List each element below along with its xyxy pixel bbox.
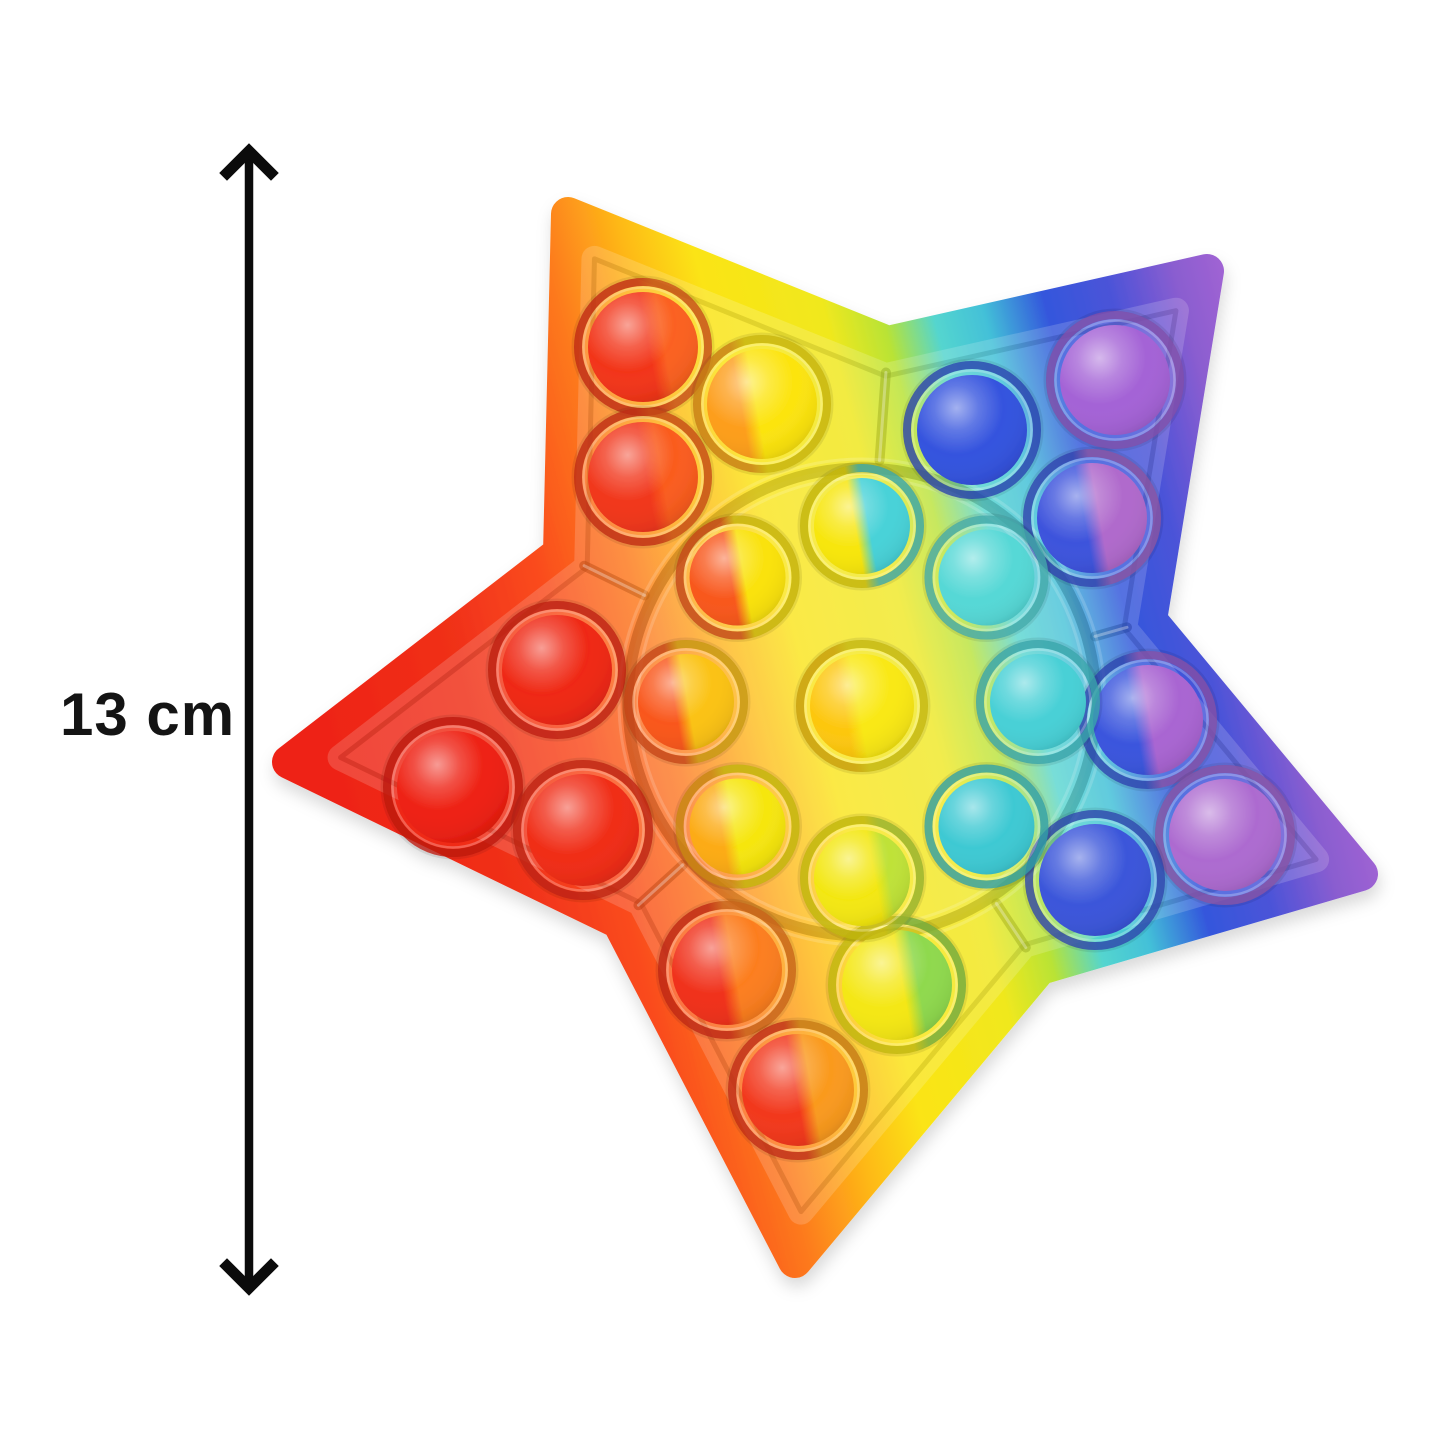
popit-star-toy <box>272 197 1378 1278</box>
popit-bubble-ring <box>797 813 927 943</box>
tray-divider-ridges <box>579 367 1132 953</box>
popit-bubble-left <box>485 598 629 742</box>
popit-bubble-top <box>571 405 715 549</box>
measurement-label: 13 cm <box>60 681 236 748</box>
popit-bubble-ring <box>673 761 803 891</box>
popit-bubble-ring <box>921 513 1051 643</box>
popit-bubble-ring <box>621 637 751 767</box>
popit-bubble-bottom <box>725 1017 871 1163</box>
popit-bubble-right <box>1022 807 1168 953</box>
popit-bubble-top-right <box>900 358 1044 502</box>
popit-bubble-top-right <box>1020 446 1164 590</box>
popit-bubble-ring <box>973 637 1103 767</box>
popit-bubble-left <box>510 757 656 903</box>
popit-bubble-ring <box>797 461 927 591</box>
popit-bubble-ring <box>921 761 1051 891</box>
popit-bubble-ring <box>673 513 803 643</box>
popit-bubble-left <box>380 714 526 860</box>
popit-bubble-top <box>690 332 834 476</box>
popit-bubble-top-right <box>1043 308 1187 452</box>
vertical-double-arrow-icon <box>219 143 279 1296</box>
popit-bubble-top <box>571 275 715 419</box>
popit-bubble-center <box>793 637 931 775</box>
popit-bubble-right <box>1076 648 1220 792</box>
popit-bubble-bottom <box>655 898 799 1042</box>
popit-bubble-right <box>1152 762 1298 908</box>
